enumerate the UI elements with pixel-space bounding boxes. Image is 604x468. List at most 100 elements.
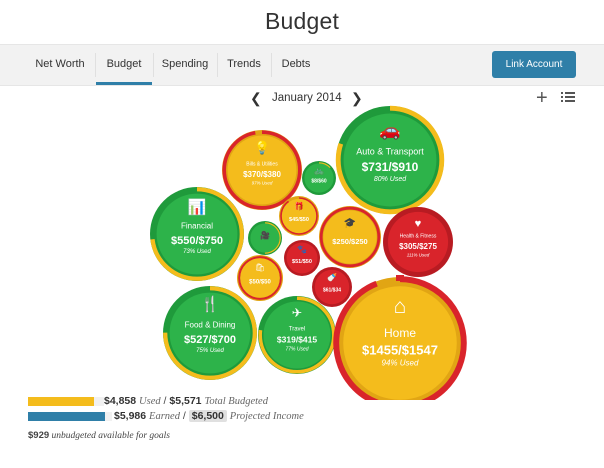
- bubble-amount: $550/$750: [171, 235, 223, 247]
- bubble-fill: [227, 135, 297, 205]
- bubble-progress-arc: [280, 197, 318, 235]
- bubble-fill: [263, 301, 331, 369]
- bubble-fill: [286, 242, 318, 274]
- earned-word: Earned: [149, 411, 180, 422]
- utensils-icon: 🍴: [201, 295, 220, 313]
- budget-bubble-bills[interactable]: 💡 Bills & Utilities $370/$380 97% Used: [222, 130, 302, 210]
- plus-icon[interactable]: +: [536, 87, 548, 109]
- bubble-percent-used: 77% Used: [285, 347, 308, 353]
- overspend-marker: [396, 275, 404, 281]
- bubble-progress-arc: [335, 105, 445, 215]
- bubble-amount: $305/$275: [399, 242, 437, 251]
- bubble-amount: $527/$700: [184, 334, 236, 346]
- budget-bubble-bike[interactable]: 🚲 $8/$60: [302, 161, 336, 195]
- lightbulb-icon: 💡: [254, 140, 270, 155]
- budget-bubble-education[interactable]: 🎓 $250/$250: [319, 206, 381, 268]
- unbudgeted-amount: $929: [28, 430, 50, 441]
- used-bar: [28, 397, 95, 406]
- bubble-fill: [169, 292, 251, 374]
- bubble-progress-arc: [163, 286, 257, 380]
- tab-trends[interactable]: Trends: [227, 58, 261, 70]
- page-title: Budget: [264, 8, 340, 34]
- chevron-right-icon[interactable]: ❯: [351, 90, 363, 106]
- projected-income-word: Projected Income: [229, 411, 304, 422]
- tab-spending[interactable]: Spending: [161, 58, 209, 70]
- budget-bubble-financial[interactable]: 📊 Financial $550/$750 73% Used: [150, 187, 244, 281]
- budget-bubble-food[interactable]: 🍴 Food & Dining $527/$700 75% Used: [163, 286, 257, 380]
- tab-divider: [95, 53, 96, 77]
- tab-net-worth[interactable]: Net Worth: [35, 58, 85, 70]
- bubble-title: Travel: [289, 326, 305, 332]
- bubble-progress-arc: [222, 130, 302, 210]
- link-account-button[interactable]: Link Account: [492, 51, 576, 78]
- car-icon: 🚗: [379, 120, 401, 140]
- bubble-amount: $731/$910: [362, 160, 419, 174]
- bubble-percent-used: 80% Used: [374, 176, 407, 183]
- budget-bubble-gifts[interactable]: 🎁 $45/$50: [279, 196, 319, 236]
- earned-bar: [28, 412, 106, 421]
- budget-bubble-entertainment[interactable]: 🎥: [248, 221, 282, 255]
- bubble-amount: $1455/$1547: [362, 343, 438, 358]
- bubble-title: Bills & Utilities: [246, 162, 278, 168]
- heartbeat-icon: ♥: [415, 218, 422, 230]
- chevron-left-icon[interactable]: ❮: [250, 90, 262, 106]
- paw-icon: 🐾: [297, 245, 307, 254]
- bubble-title: Food & Dining: [185, 321, 236, 330]
- bubble-amount: $50/$50: [249, 279, 271, 285]
- bubble-amount: $319/$415: [277, 335, 317, 345]
- bubble-amount: $61/$34: [323, 288, 341, 294]
- bubble-progress-arc: [238, 256, 282, 300]
- bubble-fill: [343, 286, 457, 400]
- unbudgeted-text: $929 unbudgeted available for goals: [28, 430, 170, 441]
- budget-bubble-travel[interactable]: ✈ Travel $319/$415 77% Used: [258, 296, 336, 374]
- gift-icon: 🎁: [294, 201, 304, 211]
- tab-divider: [217, 53, 218, 77]
- bubble-percent-used: 94% Used: [382, 359, 419, 368]
- bar-chart-icon: 📊: [188, 198, 207, 216]
- projected-income-amount: $6,500: [188, 410, 227, 422]
- bubble-fill: [281, 198, 317, 234]
- budget-bubble-kids[interactable]: 🍼 $61/$34: [312, 267, 352, 307]
- bubble-fill: [323, 210, 377, 264]
- unbudgeted-label: unbudgeted available for goals: [51, 431, 170, 441]
- budget-bubble-auto[interactable]: 🚗 Auto & Transport $731/$910 80% Used: [335, 105, 445, 215]
- tab-divider: [153, 53, 154, 77]
- bubble-amount: $8/$60: [311, 179, 327, 185]
- bubble-fill: [240, 258, 280, 298]
- bubble-percent-used: 111% Used: [407, 253, 430, 258]
- tab-budget[interactable]: Budget: [96, 45, 152, 85]
- tab-divider: [271, 53, 272, 77]
- bubble-amount: $51/$50: [292, 259, 312, 265]
- bubble-amount: $250/$250: [332, 237, 367, 246]
- bubble-title: Health & Fitness: [400, 234, 437, 240]
- budget-bubble-shopping[interactable]: 🛍 $50/$50: [237, 255, 283, 301]
- bubble-amount: $45/$50: [289, 217, 309, 223]
- bubble-percent-used: 75% Used: [196, 348, 224, 354]
- used-amount: $4,858: [104, 395, 137, 407]
- bubble-fill: [250, 223, 280, 253]
- bubble-fill: [343, 113, 437, 207]
- tab-debts[interactable]: Debts: [281, 58, 311, 70]
- bubble-fill: [156, 193, 238, 275]
- list-view-icon[interactable]: [561, 92, 575, 103]
- used-word: Used: [139, 396, 161, 407]
- total-budgeted-word: Total Budgeted: [204, 396, 268, 407]
- graduation-cap-icon: 🎓: [344, 217, 356, 229]
- shopping-bag-icon: 🛍: [255, 263, 265, 272]
- bubble-progress-arc: [303, 162, 335, 194]
- house-icon: ⌂: [394, 295, 407, 318]
- bubble-title: Financial: [181, 222, 213, 231]
- month-label: January 2014: [272, 92, 342, 104]
- earned-amount: $5,986: [114, 410, 147, 422]
- airplane-icon: ✈: [292, 306, 302, 320]
- budget-bubble-pets[interactable]: 🐾 $51/$50: [284, 240, 320, 276]
- bottle-icon: 🍼: [327, 272, 337, 282]
- budget-bubble-chart: 💡 Bills & Utilities $370/$380 97% Used 🚗 Auto…: [150, 105, 467, 400]
- bubble-amount: $370/$380: [243, 170, 281, 179]
- budget-bubble-health[interactable]: ♥ Health & Fitness $305/$275 111% Used: [383, 207, 453, 277]
- video-camera-icon: 🎥: [260, 230, 270, 240]
- month-selector: ❮ January 2014 ❯: [0, 90, 604, 108]
- bicycle-icon: 🚲: [314, 166, 324, 175]
- bubble-title: Home: [384, 326, 416, 340]
